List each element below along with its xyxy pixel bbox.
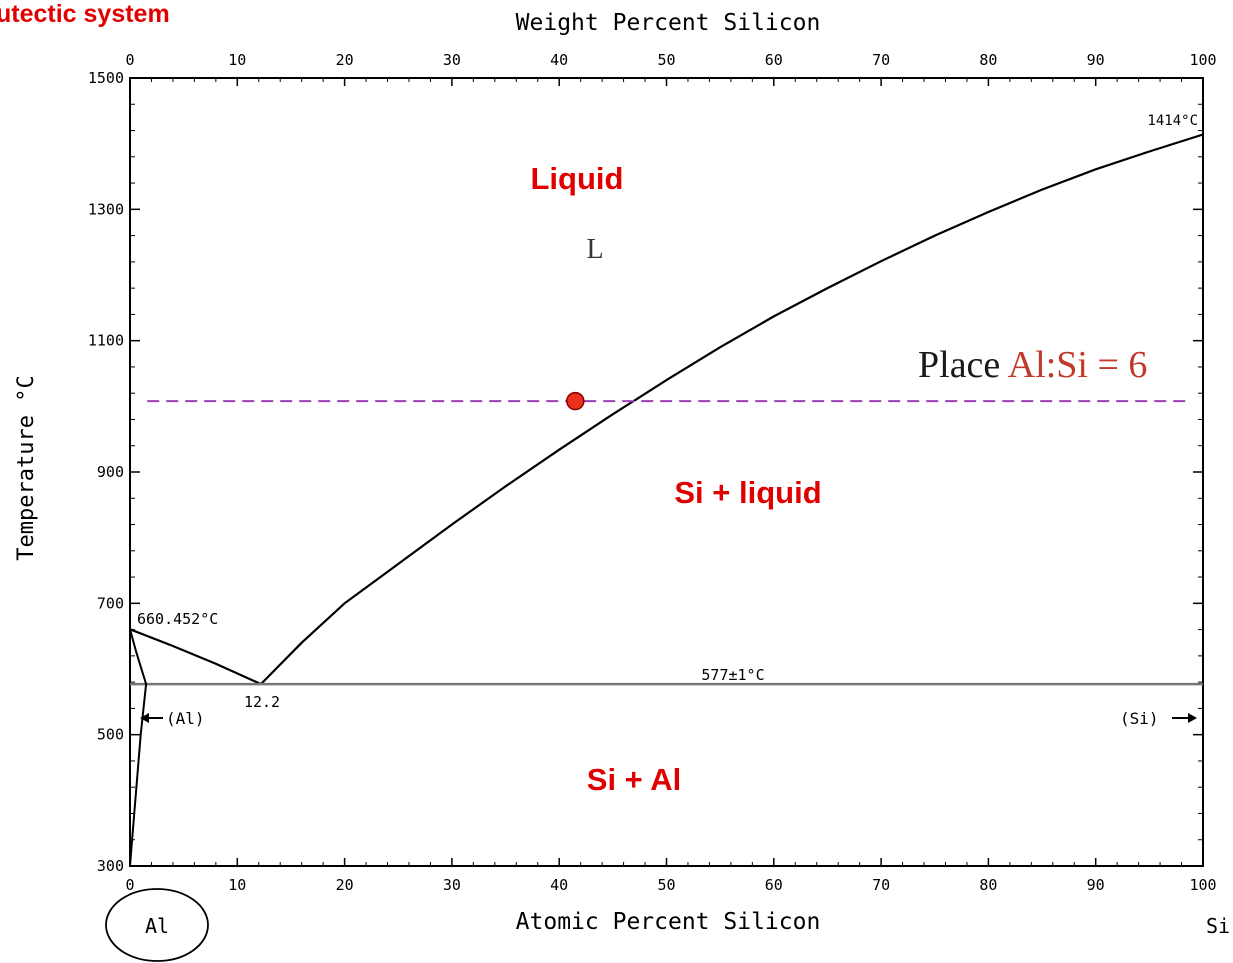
si-phase-label: (Si) (1120, 709, 1159, 728)
liquidus-si-side-line (260, 133, 1204, 685)
composition-marker (566, 391, 585, 411)
x2-tick-label: 100 (1189, 51, 1216, 69)
si-al-region-label: Si + Al (587, 762, 681, 797)
x-tick-label: 90 (1087, 876, 1105, 894)
al-solvus-line (129, 629, 148, 867)
x2-tick-label: 80 (979, 51, 997, 69)
top-axis-label: Weight Percent Silicon (516, 10, 821, 36)
y-tick-label: 300 (97, 857, 124, 875)
liquidus-al-side-line (129, 628, 262, 686)
top-axis-ticks: 0 10 20 30 40 50 60 70 80 90 100 (125, 51, 1217, 86)
y-axis-ticks: 300 500 700 900 1100 1300 1500 (88, 69, 1203, 875)
y-tick-label: 700 (97, 594, 124, 612)
x2-tick-label: 70 (872, 51, 890, 69)
liquid-symbol: L (586, 234, 603, 265)
x-tick-label: 10 (228, 876, 246, 894)
x-tick-label: 40 (550, 876, 568, 894)
x-tick-label: 30 (443, 876, 461, 894)
x2-tick-label: 30 (443, 51, 461, 69)
y-tick-label: 1300 (88, 200, 124, 218)
x2-tick-label: 50 (657, 51, 675, 69)
slide-title: utectic system (0, 0, 170, 28)
x2-tick-label: 40 (550, 51, 568, 69)
si-phase-arrow-head (1188, 713, 1197, 723)
y-tick-label: 900 (97, 463, 124, 481)
si-liquid-region-label: Si + liquid (674, 475, 821, 510)
eutectic-temp-label: 577±1°C (701, 666, 764, 684)
x2-tick-label: 90 (1087, 51, 1105, 69)
liquid-region-label: Liquid (531, 161, 624, 196)
al-phase-label: (Al) (166, 709, 205, 728)
al-end-oval (105, 888, 209, 962)
y-tick-label: 1500 (88, 69, 124, 87)
x2-tick-label: 0 (125, 51, 134, 69)
bottom-axis-label: Atomic Percent Silicon (516, 909, 821, 935)
al-phase-arrow-head (140, 713, 149, 723)
x-tick-label: 100 (1189, 876, 1216, 894)
x2-tick-label: 20 (336, 51, 354, 69)
bottom-axis-ticks: 0 10 20 30 40 50 60 70 80 90 100 (125, 858, 1217, 894)
plot-frame (129, 77, 1204, 867)
y-tick-label: 500 (97, 726, 124, 744)
si-end-label: Si (1206, 914, 1230, 938)
place-ratio: Al:Si = 6 (1008, 344, 1148, 386)
x2-tick-label: 10 (228, 51, 246, 69)
al-melting-label: 660.452°C (137, 610, 218, 628)
x-tick-label: 60 (765, 876, 783, 894)
x-tick-label: 80 (979, 876, 997, 894)
x-tick-label: 70 (872, 876, 890, 894)
y-axis-label: Temperature °C (14, 375, 39, 560)
eutectic-comp-label: 12.2 (244, 693, 280, 711)
x-tick-label: 20 (336, 876, 354, 894)
place-ratio-text: Place Al:Si = 6 (918, 344, 1147, 386)
x-tick-label: 50 (657, 876, 675, 894)
x-tick-label: 0 (125, 876, 134, 894)
si-melting-label: 1414°C (1147, 113, 1198, 129)
y-tick-label: 1100 (88, 332, 124, 350)
x2-tick-label: 60 (765, 51, 783, 69)
al-end-label: Al (145, 914, 169, 938)
place-prefix: Place (918, 344, 1008, 386)
